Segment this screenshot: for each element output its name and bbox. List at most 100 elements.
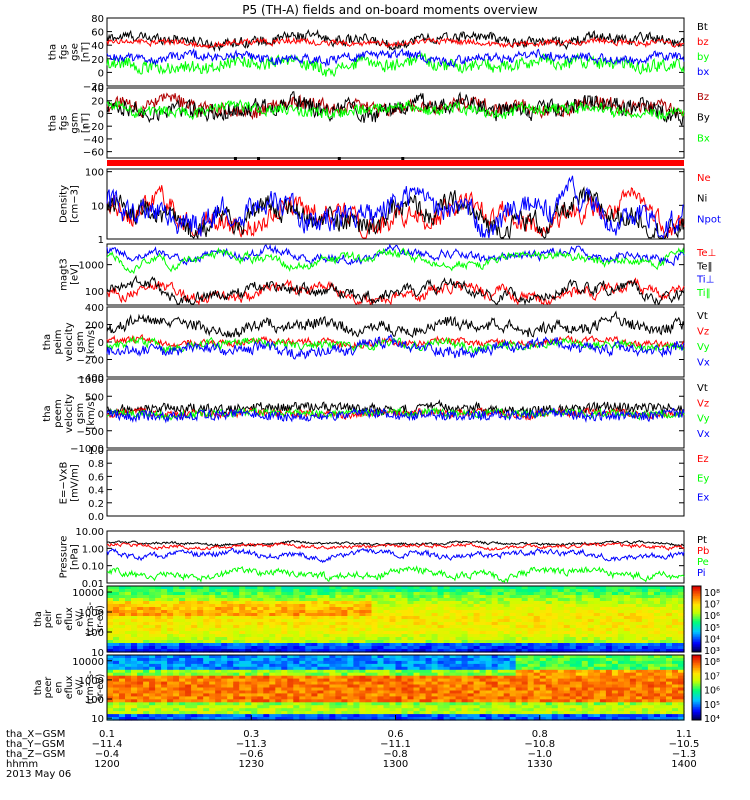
spectrogram-cell [389, 625, 397, 629]
spectrogram-cell [407, 586, 415, 590]
spectrogram-cell [635, 687, 643, 692]
spectrogram-cell [629, 696, 637, 700]
spectrogram-cell [653, 640, 661, 644]
spectrogram-cell [233, 634, 240, 638]
spectrogram-cell [239, 655, 246, 659]
spectrogram-cell [611, 586, 619, 590]
spectrogram-cell [672, 675, 679, 680]
spectrogram-cell [641, 640, 649, 644]
spectrogram-cell [377, 687, 385, 692]
spectrogram-cell [629, 687, 637, 692]
spectrogram-cell [617, 625, 625, 629]
spectrogram-cell [629, 684, 637, 689]
spectrogram-cell [173, 592, 180, 596]
spectrogram-cell [587, 702, 595, 706]
spectrogram-cell [281, 598, 288, 602]
spectrogram-cell [545, 637, 553, 641]
y-axis-label: eflux [64, 607, 75, 631]
spectrogram-cell [371, 678, 379, 683]
spectrogram-cell [413, 640, 421, 644]
spectrogram-cell [479, 616, 487, 620]
spectrogram-cell [497, 601, 505, 605]
y-tick-label: 80 [91, 14, 104, 25]
spectrogram-cell [161, 675, 168, 680]
spectrogram-cell [347, 663, 354, 668]
spectrogram-cell [131, 637, 138, 641]
spectrogram-cell [599, 640, 607, 644]
spectrogram-cell [269, 675, 276, 680]
spectrogram-cell [173, 702, 180, 706]
spectrogram-cell [503, 604, 511, 608]
spectrogram-cell [623, 690, 631, 695]
spectrogram-cell [515, 669, 523, 674]
spectrogram-cell [233, 678, 240, 683]
spectrogram-cell [131, 699, 138, 703]
spectrogram-cell [113, 601, 120, 605]
y-axis-label: gsm [75, 331, 86, 352]
spectrogram-cell [281, 622, 288, 626]
spectrogram-cell [227, 660, 234, 665]
spectrogram-cell [269, 699, 276, 703]
spectrogram-cell [413, 714, 421, 718]
spectrogram-cell [155, 672, 162, 677]
spectrogram-cell [617, 669, 625, 674]
spectrogram-cell [383, 678, 391, 683]
spectrogram-cell [587, 586, 595, 590]
spectrogram-cell [365, 631, 372, 635]
spectrogram-cell [203, 610, 210, 614]
spectrogram-cell [647, 631, 655, 635]
spectrogram-cell [353, 672, 360, 677]
spectrogram-cell [672, 637, 679, 641]
spectrogram-cell [581, 598, 589, 602]
spectrogram-cell [251, 616, 258, 620]
spectrogram-cell [641, 589, 649, 593]
spectrogram-cell [329, 592, 336, 596]
spectrogram-cell [545, 669, 553, 674]
spectrogram-cell [660, 663, 667, 668]
spectrogram-cell [209, 625, 216, 629]
spectrogram-cell [449, 687, 457, 692]
spectrogram-cell [167, 669, 174, 674]
spectrogram-cell [437, 637, 445, 641]
spectrogram-cell [485, 705, 493, 709]
spectrogram-cell [197, 717, 204, 721]
spectrogram-cell [275, 646, 282, 650]
spectrogram-cell [678, 586, 685, 590]
spectrogram-cell [155, 663, 162, 668]
spectrogram-cell [539, 646, 547, 650]
spectrogram-cell [467, 672, 475, 677]
spectrogram-cell [245, 655, 252, 659]
spectrogram-cell [281, 669, 288, 674]
spectrogram-cell [317, 660, 324, 665]
spectrogram-cell [503, 669, 511, 674]
spectrogram-cell [407, 610, 415, 614]
spectrogram-cell [521, 690, 529, 695]
spectrogram-cell [251, 646, 258, 650]
spectrogram-cell [569, 622, 577, 626]
spectrogram-cell [425, 637, 433, 641]
spectrogram-cell [155, 646, 162, 650]
spectrogram-cell [666, 675, 673, 680]
spectrogram-cell [425, 592, 433, 596]
spectrogram-cell [377, 592, 385, 596]
spectrogram-cell [407, 663, 415, 668]
spectrogram-cell [221, 598, 228, 602]
spectrogram-cell [666, 619, 673, 623]
spectrogram-cell [239, 705, 246, 709]
spectrogram-cell [143, 589, 150, 593]
spectrogram-cell [263, 708, 270, 712]
spectrogram-cell [149, 589, 156, 593]
spectrogram-cell [515, 643, 523, 647]
spectrogram-cell [611, 696, 619, 700]
spectrogram-cell [155, 631, 162, 635]
spectrogram-cell [275, 675, 282, 680]
spectrogram-cell [125, 610, 132, 614]
spectrogram-cell [341, 655, 348, 659]
spectrogram-cell [485, 610, 493, 614]
spectrogram-cell [605, 643, 613, 647]
spectrogram-cell [281, 708, 288, 712]
spectrogram-cell [275, 714, 282, 718]
spectrogram-cell [329, 640, 336, 644]
colorbar-step [692, 690, 701, 693]
